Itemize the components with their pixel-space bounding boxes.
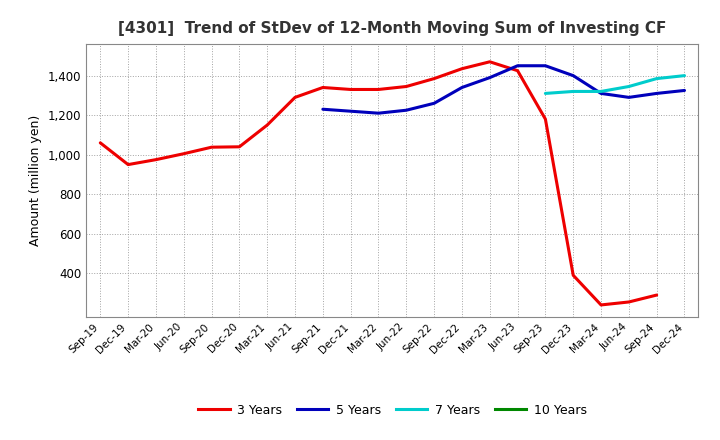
3 Years	[597, 302, 606, 308]
5 Years	[569, 73, 577, 78]
3 Years	[513, 68, 522, 73]
5 Years	[318, 106, 327, 112]
Legend: 3 Years, 5 Years, 7 Years, 10 Years: 3 Years, 5 Years, 7 Years, 10 Years	[193, 400, 592, 422]
3 Years	[430, 76, 438, 81]
3 Years	[569, 273, 577, 278]
3 Years	[96, 140, 104, 146]
7 Years	[597, 89, 606, 94]
5 Years	[624, 95, 633, 100]
5 Years	[680, 88, 689, 93]
5 Years	[541, 63, 550, 68]
7 Years	[569, 89, 577, 94]
3 Years	[124, 162, 132, 167]
Y-axis label: Amount (million yen): Amount (million yen)	[30, 115, 42, 246]
7 Years	[680, 73, 689, 78]
5 Years	[597, 91, 606, 96]
Line: 3 Years: 3 Years	[100, 62, 657, 305]
7 Years	[624, 84, 633, 89]
5 Years	[485, 75, 494, 80]
3 Years	[402, 84, 410, 89]
Line: 7 Years: 7 Years	[546, 76, 685, 93]
3 Years	[291, 95, 300, 100]
7 Years	[541, 91, 550, 96]
3 Years	[235, 144, 243, 150]
3 Years	[374, 87, 383, 92]
3 Years	[624, 299, 633, 304]
3 Years	[263, 122, 271, 128]
5 Years	[430, 101, 438, 106]
7 Years	[652, 76, 661, 81]
3 Years	[485, 59, 494, 64]
3 Years	[541, 117, 550, 122]
3 Years	[179, 151, 188, 156]
3 Years	[652, 293, 661, 298]
3 Years	[318, 85, 327, 90]
5 Years	[346, 109, 355, 114]
3 Years	[346, 87, 355, 92]
Title: [4301]  Trend of StDev of 12-Month Moving Sum of Investing CF: [4301] Trend of StDev of 12-Month Moving…	[118, 21, 667, 36]
5 Years	[652, 91, 661, 96]
5 Years	[374, 110, 383, 116]
5 Years	[458, 85, 467, 90]
5 Years	[513, 63, 522, 68]
3 Years	[207, 145, 216, 150]
Line: 5 Years: 5 Years	[323, 66, 685, 113]
3 Years	[152, 157, 161, 162]
3 Years	[458, 66, 467, 71]
5 Years	[402, 108, 410, 113]
